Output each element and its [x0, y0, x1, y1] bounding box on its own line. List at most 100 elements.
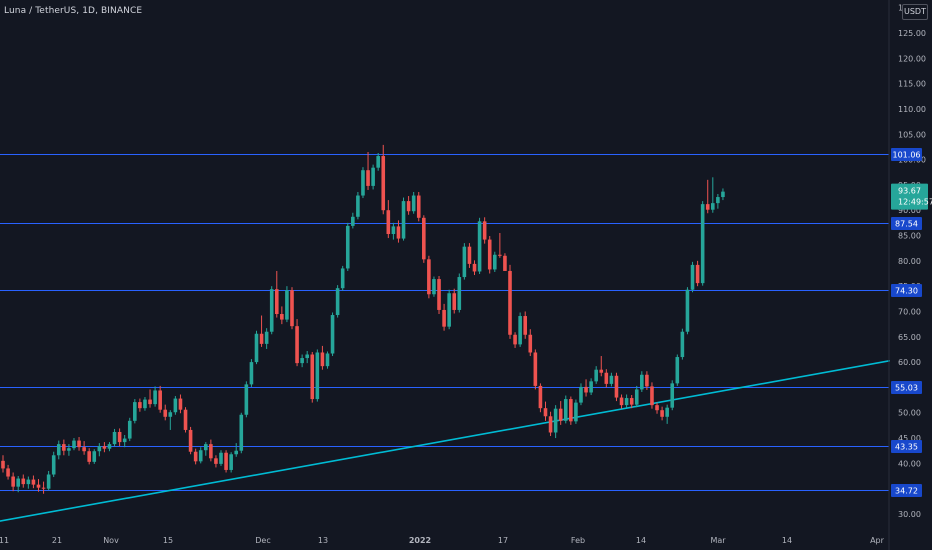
candle-body	[386, 210, 391, 235]
candle-body	[523, 316, 528, 335]
candle	[391, 222, 396, 240]
candle-body	[538, 385, 543, 409]
candle-body	[401, 201, 406, 239]
candle	[280, 306, 284, 325]
candle	[427, 255, 431, 299]
candle	[619, 394, 624, 409]
candle	[462, 243, 467, 280]
candle-body	[234, 450, 239, 455]
candle	[457, 273, 462, 313]
candle-body	[579, 386, 583, 403]
candle	[158, 385, 162, 413]
candle	[41, 481, 46, 494]
candle	[82, 441, 86, 455]
candle-body	[422, 217, 426, 260]
candle	[219, 450, 223, 466]
candle-body	[437, 279, 441, 310]
y-tick-label: 90.00	[898, 206, 921, 215]
candle-body	[244, 384, 249, 415]
candle-body	[36, 484, 41, 488]
candle	[482, 217, 487, 244]
candle-body	[214, 458, 218, 464]
candle	[244, 381, 249, 418]
candle	[178, 394, 183, 414]
candle-body	[518, 316, 522, 345]
candle-body	[711, 203, 715, 210]
x-tick-label: 11	[0, 536, 9, 545]
trendline[interactable]	[0, 356, 911, 524]
symbol-title[interactable]: Luna / TetherUS, 1D, BINANCE	[4, 6, 143, 16]
candle	[401, 197, 406, 241]
horizontal-levels[interactable]	[0, 154, 889, 491]
candle-body	[675, 357, 680, 384]
candle	[340, 265, 345, 291]
candle	[553, 405, 558, 439]
candle	[11, 472, 15, 492]
candle-body	[148, 399, 152, 405]
candle-body	[371, 167, 375, 186]
candle	[665, 404, 669, 424]
candle-body	[97, 446, 102, 452]
candle-body	[406, 201, 411, 212]
y-tick-label: 115.00	[898, 80, 926, 89]
level-label-box	[891, 440, 922, 453]
candle-body	[411, 195, 416, 212]
candle	[62, 439, 66, 456]
candle	[315, 349, 320, 402]
price-axis-area[interactable]	[890, 0, 932, 550]
candle-body	[690, 264, 695, 290]
candle-body	[285, 290, 289, 320]
candle-body	[345, 225, 350, 269]
candle-body	[503, 255, 507, 271]
candle-body	[102, 446, 107, 449]
candle-body	[584, 386, 588, 393]
candle	[36, 479, 41, 492]
candle	[629, 395, 634, 409]
candle-body	[274, 289, 279, 315]
candle	[624, 394, 629, 408]
candle-body	[629, 398, 634, 405]
candle-body	[553, 408, 558, 433]
candle-body	[477, 221, 482, 272]
candle	[356, 191, 360, 220]
level-label: 43.35	[895, 443, 918, 452]
candle-body	[1, 460, 5, 469]
candle-body	[173, 398, 178, 413]
candle-body	[158, 390, 162, 410]
trendline-layer[interactable]	[0, 356, 911, 524]
candle	[107, 442, 112, 452]
candle	[589, 378, 593, 396]
candle-body	[366, 170, 370, 186]
candle	[634, 385, 639, 408]
candle-body	[112, 431, 117, 445]
candle-body	[305, 354, 309, 359]
x-tick-label: 13	[318, 536, 328, 545]
currency-badge[interactable]: USDT	[902, 4, 928, 20]
candle	[320, 345, 325, 370]
candle	[721, 188, 725, 201]
candle	[112, 428, 117, 447]
candle-body	[594, 369, 598, 382]
candle	[452, 288, 457, 314]
candle	[447, 289, 451, 330]
level-label-box	[891, 381, 922, 394]
x-tick-label: 2022	[409, 536, 431, 545]
candle	[705, 179, 710, 214]
candle	[518, 312, 522, 347]
candle	[609, 372, 614, 387]
candle	[467, 243, 472, 268]
candle	[87, 448, 91, 465]
candle	[26, 476, 31, 489]
candle	[675, 354, 680, 386]
candle	[422, 215, 426, 263]
candle	[563, 395, 568, 424]
candle	[680, 328, 685, 360]
candle-body	[381, 156, 386, 211]
candle	[274, 270, 279, 318]
candle-body	[77, 440, 81, 448]
candle	[335, 285, 340, 318]
candle	[396, 220, 401, 243]
candle	[584, 379, 588, 397]
candle	[254, 330, 259, 365]
